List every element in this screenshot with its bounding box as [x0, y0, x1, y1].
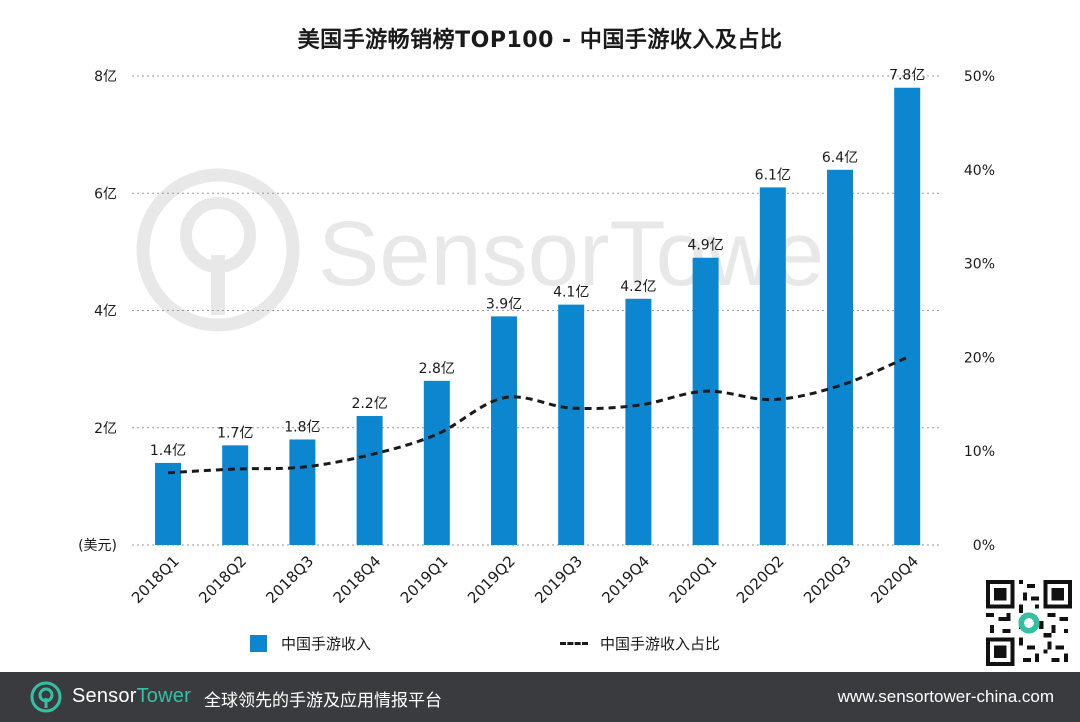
- bar: [827, 169, 853, 546]
- bar-data-label: 1.8亿: [284, 419, 320, 435]
- legend-bar-item: 中国手游收入: [250, 633, 371, 654]
- share-line: [167, 356, 908, 475]
- bar: [356, 416, 383, 545]
- qr-code-icon: [986, 580, 1072, 666]
- bar-data-label: 7.8亿: [889, 68, 925, 84]
- bar-data-label: 2.2亿: [351, 396, 387, 412]
- x-tick-label: 2019Q1: [397, 552, 452, 607]
- bar-data-label: 4.9亿: [687, 238, 723, 254]
- bar: [625, 298, 652, 545]
- x-tick-label: 2018Q1: [128, 552, 183, 607]
- x-tick-label: 2019Q4: [598, 552, 653, 607]
- watermark-logo-icon: [136, 168, 300, 332]
- watermark-logo-inner: [180, 197, 256, 273]
- bar-data-label: 1.4亿: [150, 443, 186, 459]
- x-tick-label: 2018Q4: [330, 552, 385, 607]
- bar-data-label: 6.1亿: [755, 167, 791, 183]
- footer-brand: SensorTower: [72, 685, 191, 708]
- chart-title: 美国手游畅销榜TOP100 - 中国手游收入及占比: [297, 28, 783, 53]
- bar-data-label: 1.7亿: [217, 425, 253, 441]
- x-tick-label: 2018Q3: [262, 552, 317, 607]
- y-right-tick-label: 30%: [964, 257, 995, 273]
- bar: [894, 87, 921, 545]
- x-tick-label: 2019Q2: [464, 552, 519, 607]
- y-right-tick-label: 50%: [964, 69, 995, 85]
- x-tick-label: 2018Q2: [195, 552, 250, 607]
- bar-data-label: 6.4亿: [822, 150, 858, 166]
- y-left-tick-label: (美元): [78, 538, 117, 554]
- watermark-logo-stem: [211, 255, 225, 315]
- legend-line-swatch: [560, 642, 588, 645]
- bar: [491, 316, 517, 545]
- x-tick-label: 2020Q3: [800, 552, 855, 607]
- y-left-tick-label: 4亿: [94, 304, 117, 320]
- footer-brand-tower: Tower: [136, 685, 191, 707]
- bar: [289, 439, 316, 545]
- bar-data-label: 2.8亿: [419, 361, 455, 377]
- bar: [423, 380, 450, 545]
- x-tick-label: 2020Q2: [733, 552, 788, 607]
- bar-data-label: 4.1亿: [553, 285, 589, 301]
- y-left-tick-label: 6亿: [94, 186, 117, 202]
- y-right-tick-label: 20%: [964, 350, 995, 366]
- bar: [759, 187, 786, 545]
- bar-data-label: 4.2亿: [620, 279, 656, 295]
- y-left-tick-label: 8亿: [94, 69, 117, 85]
- bar: [558, 304, 585, 545]
- bar-data-label: 3.9亿: [486, 296, 522, 312]
- x-tick-label: 2020Q1: [666, 552, 721, 607]
- bar: [155, 462, 181, 545]
- footer-bar: SensorTower 全球领先的手游及应用情报平台 www.sensortow…: [0, 672, 1080, 722]
- y-right-tick-label: 40%: [964, 163, 995, 179]
- y-left-tick-label: 2亿: [94, 421, 117, 437]
- legend-bar-swatch: [250, 635, 267, 652]
- legend-bar-label: 中国手游收入: [281, 635, 372, 653]
- sensortower-logo-icon: [30, 681, 62, 713]
- y-right-tick-label: 0%: [973, 538, 995, 554]
- legend-line-label: 中国手游收入占比: [600, 635, 721, 653]
- x-tick-label: 2019Q3: [531, 552, 586, 607]
- bar: [692, 257, 719, 545]
- bar: [222, 445, 249, 545]
- y-right-tick-label: 10%: [964, 444, 995, 460]
- footer-tagline: 全球领先的手游及应用情报平台: [204, 691, 442, 711]
- footer-brand-sensor: Sensor: [72, 685, 137, 707]
- legend-line-item: 中国手游收入占比: [560, 633, 720, 654]
- footer-website: www.sensortower-china.com: [837, 687, 1054, 706]
- x-tick-label: 2020Q4: [867, 552, 922, 607]
